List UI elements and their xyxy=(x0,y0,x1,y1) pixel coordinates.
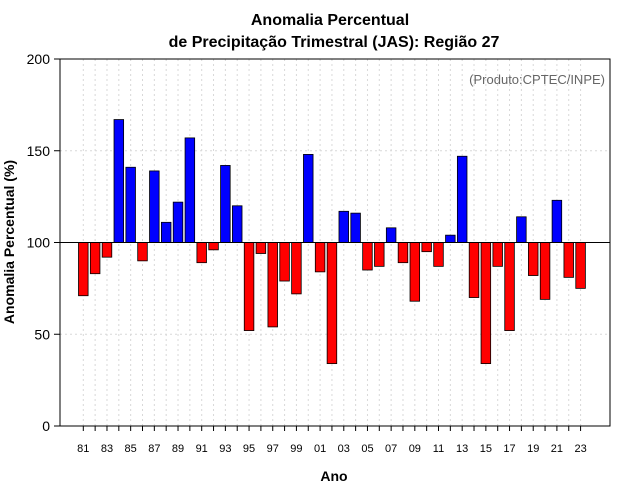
bar-2013 xyxy=(456,155,468,243)
x-tick-label: 07 xyxy=(385,443,397,455)
x-tick-label: 97 xyxy=(267,443,279,455)
x-tick-label: 05 xyxy=(361,443,373,455)
bar-2019 xyxy=(528,242,539,276)
bar-1990 xyxy=(184,137,196,243)
grid-layer xyxy=(60,59,610,426)
x-axis-label: Ano xyxy=(320,468,347,484)
x-tick-label: 23 xyxy=(574,443,586,455)
x-tick-label: 03 xyxy=(338,443,350,455)
bar-2001 xyxy=(314,242,326,273)
credit-label: (Produto:CPTEC/INPE) xyxy=(469,72,605,87)
bar-2007 xyxy=(385,227,397,243)
bar-1994 xyxy=(232,205,243,243)
chart-title-line1: Anomalia Percentual xyxy=(251,12,409,29)
bar-2022 xyxy=(563,242,574,278)
y-tick-label: 0 xyxy=(42,418,50,434)
bar-2003 xyxy=(338,210,349,243)
bar-2000 xyxy=(303,154,314,243)
y-axis: 0 50 100 150 200 xyxy=(27,51,60,434)
x-tick-label: 09 xyxy=(409,443,421,455)
bar-2012 xyxy=(445,234,456,243)
bar-2002 xyxy=(326,242,338,365)
bar-2006 xyxy=(374,242,385,267)
bar-2021 xyxy=(551,199,563,243)
bar-1988 xyxy=(160,221,172,243)
x-tick-label: 13 xyxy=(456,443,468,455)
bar-1992 xyxy=(208,242,219,251)
bar-1996 xyxy=(255,242,267,254)
x-tick-label: 17 xyxy=(503,443,515,455)
bar-1999 xyxy=(291,242,302,295)
bar-1989 xyxy=(172,201,184,243)
bar-1987 xyxy=(149,170,160,243)
bar-1984 xyxy=(113,119,125,243)
x-tick-label: 91 xyxy=(196,443,208,455)
y-tick-label: 200 xyxy=(27,51,51,67)
bar-1993 xyxy=(220,165,231,243)
bar-2023 xyxy=(575,242,586,289)
x-tick-label: 15 xyxy=(480,443,492,455)
x-tick-label: 85 xyxy=(125,443,137,455)
bar-1982 xyxy=(89,242,101,275)
bar-2004 xyxy=(350,212,361,243)
bar-2014 xyxy=(468,242,480,298)
bar-2017 xyxy=(504,242,515,331)
bar-1983 xyxy=(101,242,113,258)
y-tick-label: 150 xyxy=(27,143,51,159)
x-tick-label: 83 xyxy=(101,443,113,455)
bar-1981 xyxy=(78,242,89,297)
x-tick-label: 89 xyxy=(172,443,184,455)
x-axis: 81 83 85 87 89 91 93 95 97 99 01 03 05 07 09 11 13 15 17 19… xyxy=(77,426,587,455)
y-tick-label: 50 xyxy=(34,326,50,342)
x-tick-label: 87 xyxy=(148,443,160,455)
bar-1985 xyxy=(125,166,136,243)
bar-layer xyxy=(78,119,586,365)
bar-1997 xyxy=(267,242,278,328)
bar-1991 xyxy=(196,242,207,264)
y-axis-label: Anomalia Percentual (%) xyxy=(1,160,17,324)
x-tick-label: 95 xyxy=(243,443,255,455)
x-tick-label: 21 xyxy=(551,443,563,455)
bar-2020 xyxy=(539,242,551,300)
x-tick-label: 99 xyxy=(290,443,302,455)
bar-2010 xyxy=(421,242,432,253)
x-tick-label: 01 xyxy=(314,443,326,455)
x-tick-label: 19 xyxy=(527,443,539,455)
x-tick-label: 81 xyxy=(77,443,89,455)
x-tick-label: 93 xyxy=(219,443,231,455)
x-tick-label: 11 xyxy=(433,443,444,455)
bar-2018 xyxy=(516,216,527,243)
bar-2009 xyxy=(409,242,421,302)
bar-1986 xyxy=(137,242,148,262)
bar-2011 xyxy=(433,242,444,267)
y-tick-label: 100 xyxy=(27,235,51,251)
bar-1995 xyxy=(243,242,255,331)
chart-title-line2: de Precipitação Trimestral (JAS): Região… xyxy=(169,34,500,51)
bar-2005 xyxy=(362,242,373,271)
bar-2016 xyxy=(492,242,503,267)
bar-2015 xyxy=(480,242,492,365)
bar-1998 xyxy=(279,242,290,282)
bar-2008 xyxy=(397,242,409,264)
